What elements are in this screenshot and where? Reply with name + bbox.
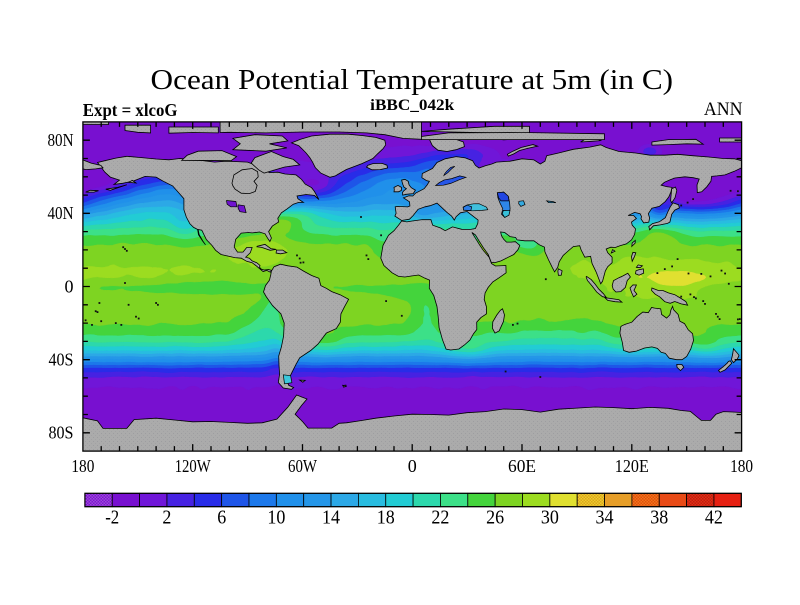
svg-text:38: 38 <box>650 507 668 528</box>
svg-text:180: 180 <box>71 456 94 476</box>
svg-text:0: 0 <box>408 456 417 476</box>
svg-text:26: 26 <box>486 507 504 528</box>
svg-text:14: 14 <box>322 507 340 528</box>
svg-text:-2: -2 <box>105 507 119 528</box>
svg-text:80S: 80S <box>49 423 74 443</box>
svg-text:40N: 40N <box>48 203 74 223</box>
svg-text:Expt = xlcoG: Expt = xlcoG <box>83 100 178 120</box>
svg-text:120W: 120W <box>175 456 211 476</box>
svg-text:18: 18 <box>377 507 395 528</box>
svg-text:120E: 120E <box>615 456 649 476</box>
svg-text:42: 42 <box>705 507 723 528</box>
svg-text:22: 22 <box>431 507 449 528</box>
svg-text:30: 30 <box>541 507 559 528</box>
svg-text:40S: 40S <box>49 350 74 370</box>
svg-text:Ocean Potential Temperature at: Ocean Potential Temperature at 5m (in C) <box>151 64 674 96</box>
svg-text:ANN: ANN <box>704 99 743 120</box>
svg-text:0: 0 <box>65 276 74 296</box>
svg-text:10: 10 <box>267 507 285 528</box>
svg-text:180: 180 <box>730 456 753 476</box>
svg-text:iBBC_042k: iBBC_042k <box>370 97 454 114</box>
svg-text:34: 34 <box>596 507 614 528</box>
svg-text:60E: 60E <box>508 456 536 476</box>
svg-text:60W: 60W <box>288 456 317 476</box>
svg-text:80N: 80N <box>48 130 74 150</box>
svg-text:2: 2 <box>162 507 171 528</box>
svg-text:6: 6 <box>217 507 226 528</box>
